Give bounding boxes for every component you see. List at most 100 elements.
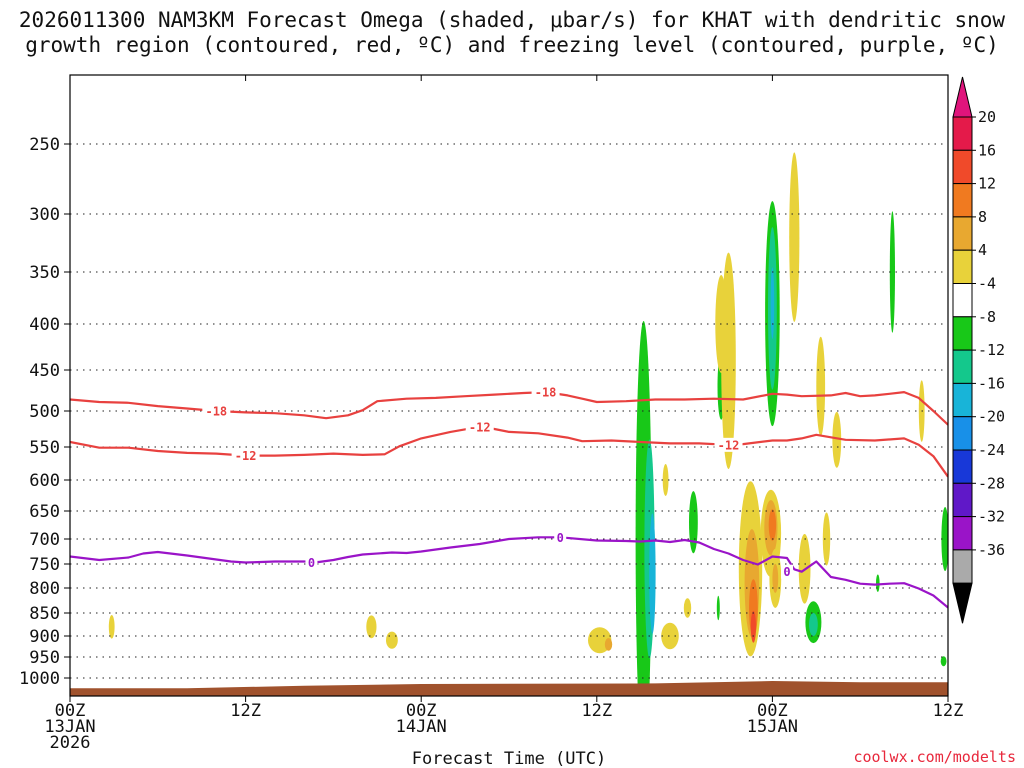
contour-label: 0 [308,556,315,570]
omega-shade-region [889,211,896,333]
colorbar-tick-label: -28 [978,474,1005,492]
omega-shade-region [809,613,818,636]
colorbar-segment [952,382,973,418]
omega-shading-layer [108,152,948,696]
colorbar-tick-label: -12 [978,341,1005,359]
omega-shade-region [789,152,800,322]
contour-line [70,425,948,478]
omega-shade-region [941,507,948,571]
colorbar-tick-label: -20 [978,408,1005,426]
y-axis: 250 300 350 400 450 500 550 600 650 700 750 800 850 9… [19,135,70,689]
omega-shade-region [750,610,757,643]
colorbar-bottom-arrow [952,582,973,624]
contour-label-bg [465,419,494,434]
colorbar-segment [952,482,973,518]
contour-label: -12 [469,420,491,434]
colorbar-segment [952,116,973,151]
omega-shade-region [832,411,842,468]
colorbar-segment [952,516,973,551]
grid-layer [70,143,948,679]
colorbar-tick-label: -24 [978,441,1005,459]
footer-credit: coolwx.com/modelts [853,748,1016,766]
omega-shade-region [772,563,779,593]
colorbar-tick-label: -36 [978,541,1005,559]
plot-frame [69,74,949,697]
omega-shade-region [822,512,831,566]
contour-label: -18 [205,405,227,419]
contour-label-bg [231,448,260,463]
omega-shade-region [662,464,669,496]
omega-shade-region [683,598,692,618]
colorbar-tick-label: -8 [978,308,996,326]
contour-label-bg [714,437,743,452]
y-tick-label: 400 [29,315,60,335]
x-tick-date-label: 13JAN [44,717,95,737]
x-axis-label: Forecast Time (UTC) [412,749,606,768]
terrain-layer [70,681,948,696]
y-tick-label: 800 [29,579,60,599]
y-tick-label: 900 [29,627,60,647]
colorbar-tick-label: 16 [978,141,996,159]
chart-title-line-2: growth region (contoured, red, ºC) and f… [25,33,999,57]
y-tick-label: 1000 [19,669,60,689]
omega-shade-region [661,622,679,650]
colorbar-tick-label: 12 [978,175,996,193]
colorbar-tick-label: -32 [978,508,1005,526]
x-tick-label: 00Z [757,701,788,721]
omega-shade-region [940,656,947,667]
y-tick-label: 650 [29,502,60,522]
colorbar-top-arrow [952,76,973,118]
contour-label: 0 [557,531,564,545]
y-tick-label: 950 [29,648,60,668]
omega-shade-region [386,631,398,649]
colorbar-tick-label: 8 [978,208,987,226]
omega-shade-region [604,638,613,651]
omega-shade-region [716,595,720,621]
colorbar-tick-label: -4 [978,275,996,293]
contour-line [70,391,948,426]
x-tick-date-label: 14JAN [396,717,447,737]
contour-label: -12 [718,438,740,452]
omega-shade-region [768,509,777,541]
colorbar-segment [952,249,973,284]
contour-label-bg [531,385,560,400]
contour-line [70,536,948,609]
colorbar-tick-label: 4 [978,241,987,259]
colorbar-segment [952,216,973,251]
y-tick-label: 700 [29,530,60,550]
y-tick-label: 300 [29,205,60,225]
y-tick-label: 850 [29,604,60,624]
colorbar-segment [952,416,973,451]
terrain-surface [70,681,948,696]
colorbar-tick-label: -16 [978,374,1005,392]
contour-label: -12 [235,449,257,463]
contour-label-bg [305,555,318,570]
y-tick-label: 250 [29,135,60,155]
x-tick-label: 00Z [55,701,86,721]
x-tick-label: 00Z [406,701,437,721]
omega-shade-region [689,491,698,554]
omega-shade-region [770,267,775,340]
colorbar-segment [952,183,973,218]
colorbar-segment [952,549,973,584]
omega-shade-region [108,615,115,639]
y-tick-label: 750 [29,555,60,575]
colorbar-segment [952,349,973,384]
y-tick-label: 350 [29,263,60,283]
colorbar: 20 16 12 8 4 -4 -8 -12 -16 -20 -24 -28 -32 -36 [952,76,1005,624]
y-tick-label: 450 [29,361,60,381]
x-tick-label: 12Z [230,701,261,721]
contour-label-bg [781,564,794,579]
contour-layer: -18 -18 -12 -12 -12 0 0 0 [70,385,948,609]
y-tick-label: 500 [29,402,60,422]
colorbar-tick-label: 20 [978,108,996,126]
y-tick-label: 600 [29,471,60,491]
contour-label: 0 [783,565,790,579]
x-tick-year-label: 2026 [50,733,91,753]
colorbar-segment [952,449,973,484]
x-tick-label: 12Z [933,701,964,721]
colorbar-segment [952,316,973,351]
x-tick-label: 12Z [581,701,612,721]
